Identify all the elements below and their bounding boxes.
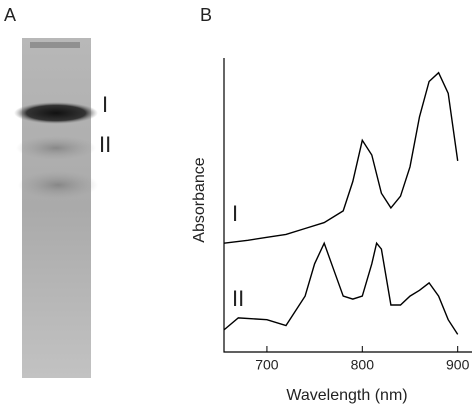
axes: [223, 58, 472, 353]
spectrum-line: [223, 241, 459, 335]
band-label: I: [102, 92, 108, 117]
panel-label: B: [200, 5, 212, 25]
spectrum-line: [223, 71, 459, 244]
band-label: II: [99, 132, 111, 157]
x-tick-label: 700: [255, 357, 279, 373]
x-tick-label: 900: [446, 357, 470, 373]
panel-label: A: [4, 5, 16, 25]
y-axis-label: Absorbance: [191, 157, 208, 242]
x-tick-label: 800: [351, 357, 375, 373]
series-label: I: [232, 201, 238, 226]
series-label: II: [232, 286, 244, 311]
gel-image: [14, 38, 98, 378]
x-axis-label: Wavelength (nm): [286, 387, 407, 404]
